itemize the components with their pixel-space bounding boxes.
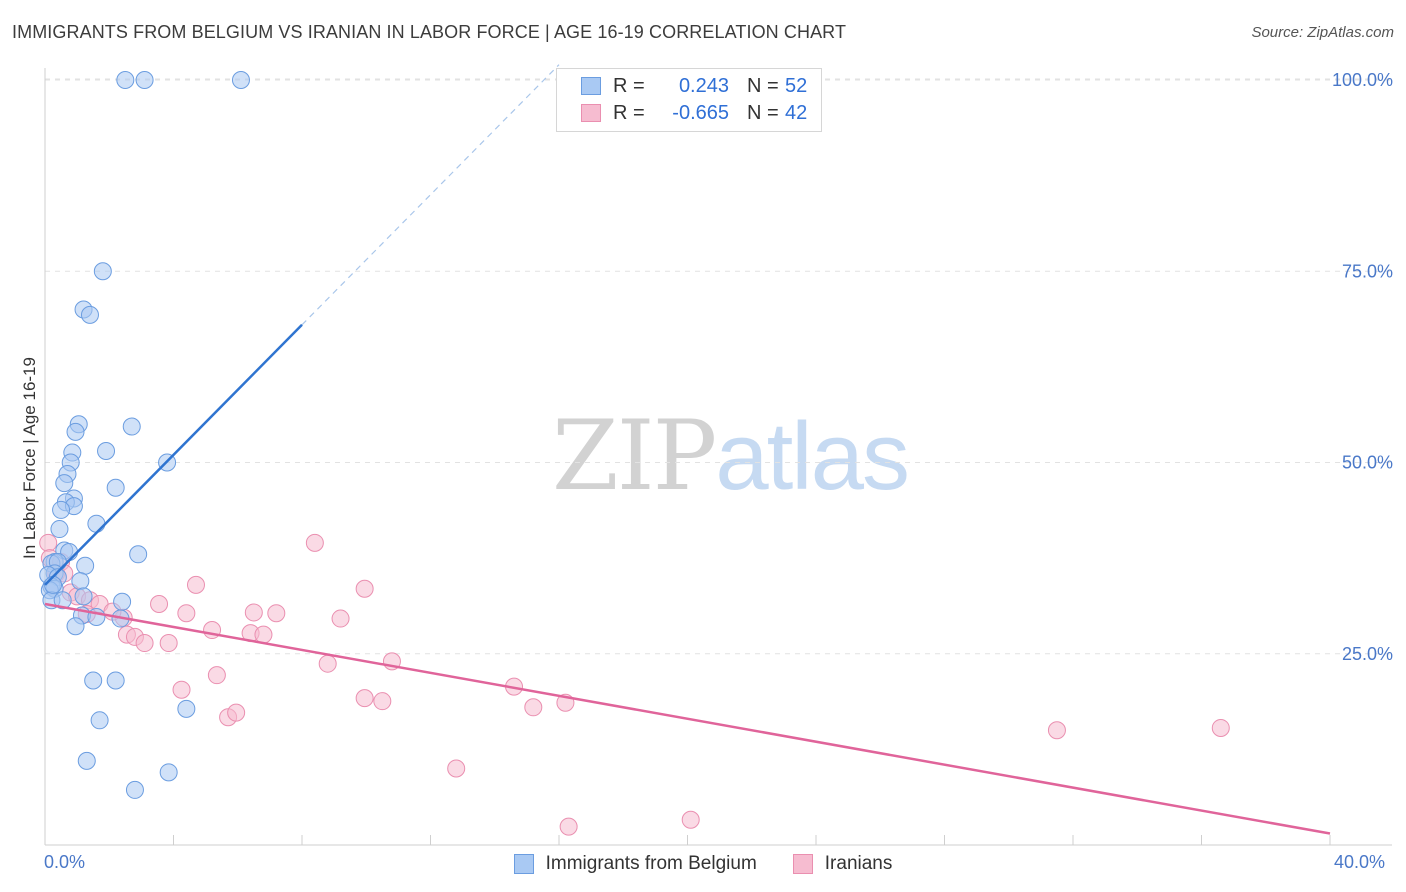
y-tick-label-100: 100.0% <box>1332 70 1393 90</box>
belgium-point <box>97 442 116 461</box>
belgium-point <box>231 71 250 89</box>
iranians-point <box>267 604 286 623</box>
iranians-point <box>1047 721 1066 740</box>
iranians-point <box>1211 718 1230 737</box>
legend-item-iranians[interactable]: Iranians <box>792 853 893 875</box>
iranians-point <box>681 810 700 829</box>
belgium-point <box>74 587 93 606</box>
iranians-trend-line <box>44 602 1331 835</box>
belgium-point <box>93 262 112 281</box>
gridlines <box>45 78 1392 655</box>
belgium-point <box>106 478 125 497</box>
belgium-trend-line <box>44 323 303 586</box>
belgium-point <box>84 671 103 690</box>
iranians-point <box>447 759 466 778</box>
belgium-point <box>122 417 141 436</box>
legend-r-value-iranians: -0.665 <box>672 101 729 124</box>
belgium-point <box>116 71 135 89</box>
y-axis-title: In Labor Force | Age 16-19 <box>20 357 39 559</box>
legend-swatch-belgium <box>513 854 534 874</box>
axes <box>44 68 1392 846</box>
belgium-point <box>177 699 196 718</box>
belgium-point <box>135 71 154 89</box>
iranians-point <box>150 595 169 614</box>
belgium-point <box>66 422 85 441</box>
iranians-point <box>305 533 324 552</box>
legend-r-label: R = <box>613 74 645 97</box>
legend-n-value-belgium: 52 <box>785 74 808 97</box>
stats-legend: R = 0.243 N = 52 R = -0.665 N = 42 <box>556 68 822 132</box>
watermark-atlas: atlas <box>715 403 910 510</box>
iranians-point <box>355 689 374 708</box>
iranians-point <box>172 680 191 699</box>
belgium-point <box>90 711 109 730</box>
iranians-points <box>39 533 1230 836</box>
y-tick-label-75: 75.0% <box>1342 261 1393 281</box>
legend-r-value-belgium: 0.243 <box>678 74 729 97</box>
iranians-point <box>159 634 178 653</box>
belgium-point <box>76 556 95 575</box>
y-tick-label-25: 25.0% <box>1342 644 1393 664</box>
watermark: ZIPatlas <box>552 400 910 512</box>
belgium-point <box>87 514 106 533</box>
source-credit: Source: ZipAtlas.com <box>1251 24 1394 41</box>
legend-swatch-iranians <box>581 104 601 122</box>
iranians-point <box>186 575 205 594</box>
legend-label-iranians: Iranians <box>824 853 893 874</box>
legend-n-label: N = <box>747 101 779 124</box>
iranians-point <box>177 604 196 623</box>
x-tick-label-min: 0.0% <box>44 852 86 872</box>
iranians-point <box>39 533 58 552</box>
iranians-point <box>331 609 350 628</box>
iranians-point <box>254 625 273 644</box>
iranians-point <box>244 603 263 622</box>
series-legend: Immigrants from Belgium Iranians <box>0 850 1406 878</box>
belgium-point <box>50 520 69 539</box>
belgium-point <box>52 500 71 519</box>
belgium-points <box>39 71 250 799</box>
trend-lines <box>44 64 1331 835</box>
y-tick-label-50: 50.0% <box>1342 453 1393 473</box>
belgium-trend-extension <box>301 64 560 326</box>
iranians-point <box>135 634 154 653</box>
belgium-point <box>113 592 132 611</box>
iranians-point <box>227 703 246 722</box>
belgium-point <box>66 617 85 636</box>
belgium-point <box>125 780 144 799</box>
belgium-point <box>71 572 90 591</box>
legend-n-label: N = <box>747 74 779 97</box>
iranians-point <box>559 817 578 836</box>
iranians-point <box>207 666 226 685</box>
legend-r-label: R = <box>613 101 645 124</box>
x-tick-label-max: 40.0% <box>1334 852 1386 872</box>
chart-title: IMMIGRANTS FROM BELGIUM VS IRANIAN IN LA… <box>12 22 847 42</box>
belgium-point <box>77 751 96 770</box>
belgium-point <box>159 763 178 782</box>
legend-row-belgium: R = 0.243 N = 52 <box>581 74 807 98</box>
legend-swatch-belgium <box>581 77 601 95</box>
belgium-point <box>44 575 63 594</box>
y-tick-labels: 25.0% 50.0% 75.0% 100.0% <box>1332 70 1393 664</box>
iranians-point <box>373 692 392 711</box>
legend-n-value-iranians: 42 <box>785 101 808 124</box>
iranians-point <box>355 579 374 598</box>
belgium-point <box>129 545 148 564</box>
belgium-point <box>80 305 99 324</box>
iranians-point <box>524 698 543 717</box>
iranians-point <box>318 654 337 673</box>
belgium-point <box>106 671 125 690</box>
legend-swatch-iranians <box>792 854 813 874</box>
legend-label-belgium: Immigrants from Belgium <box>545 853 757 874</box>
legend-row-iranians: R = -0.665 N = 42 <box>581 101 807 125</box>
belgium-point <box>55 474 74 493</box>
watermark-zip: ZIP <box>552 400 717 512</box>
legend-item-belgium[interactable]: Immigrants from Belgium <box>513 853 757 875</box>
belgium-point <box>53 591 72 610</box>
